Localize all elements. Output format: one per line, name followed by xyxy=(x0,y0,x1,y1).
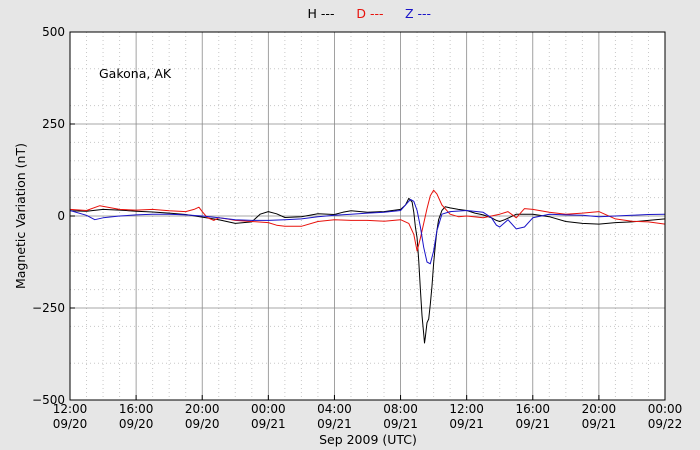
x-axis: 12:0009/2016:0009/2020:0009/2000:0009/21… xyxy=(53,395,683,431)
series-line-d xyxy=(69,189,666,252)
y-axis-label: Magnetic Variation (nT) xyxy=(13,143,28,289)
x-tick-date: 09/21 xyxy=(449,417,484,431)
x-tick-time: 20:00 xyxy=(185,402,220,416)
x-tick-time: 04:00 xyxy=(317,402,352,416)
y-tick-label: −500 xyxy=(32,393,65,407)
y-tick-label: 250 xyxy=(42,117,65,131)
x-tick-time: 12:00 xyxy=(449,402,484,416)
x-tick-date: 09/20 xyxy=(119,417,154,431)
x-axis-label: Sep 2009 (UTC) xyxy=(319,432,417,447)
x-tick-time: 16:00 xyxy=(515,402,550,416)
x-tick-time: 12:00 xyxy=(53,402,88,416)
series-group xyxy=(69,189,666,344)
x-tick-time: 00:00 xyxy=(251,402,286,416)
legend-entry-z: Z --- xyxy=(405,6,431,21)
x-tick-date: 09/21 xyxy=(515,417,550,431)
x-tick-time: 08:00 xyxy=(383,402,418,416)
y-tick-label: 0 xyxy=(57,209,65,223)
x-tick-date: 09/21 xyxy=(383,417,418,431)
series-line-z xyxy=(69,198,666,265)
legend: H --- D --- Z --- xyxy=(308,6,431,21)
x-tick-date: 09/21 xyxy=(251,417,286,431)
x-tick-time: 16:00 xyxy=(119,402,154,416)
y-tick-label: −250 xyxy=(32,301,65,315)
legend-entry-h: H --- xyxy=(308,6,335,21)
series-line-h xyxy=(69,197,666,344)
x-tick-date: 09/22 xyxy=(648,417,683,431)
legend-entry-d: D --- xyxy=(356,6,383,21)
x-tick-date: 09/21 xyxy=(582,417,617,431)
y-axis: 500 250 0 −250 −500 xyxy=(32,25,75,407)
x-tick-time: 00:00 xyxy=(648,402,683,416)
x-tick-time: 20:00 xyxy=(582,402,617,416)
y-tick-label: 500 xyxy=(42,25,65,39)
x-tick-date: 09/20 xyxy=(53,417,88,431)
x-tick-date: 09/21 xyxy=(317,417,352,431)
station-annotation: Gakona, AK xyxy=(99,66,172,81)
x-tick-date: 09/20 xyxy=(185,417,220,431)
